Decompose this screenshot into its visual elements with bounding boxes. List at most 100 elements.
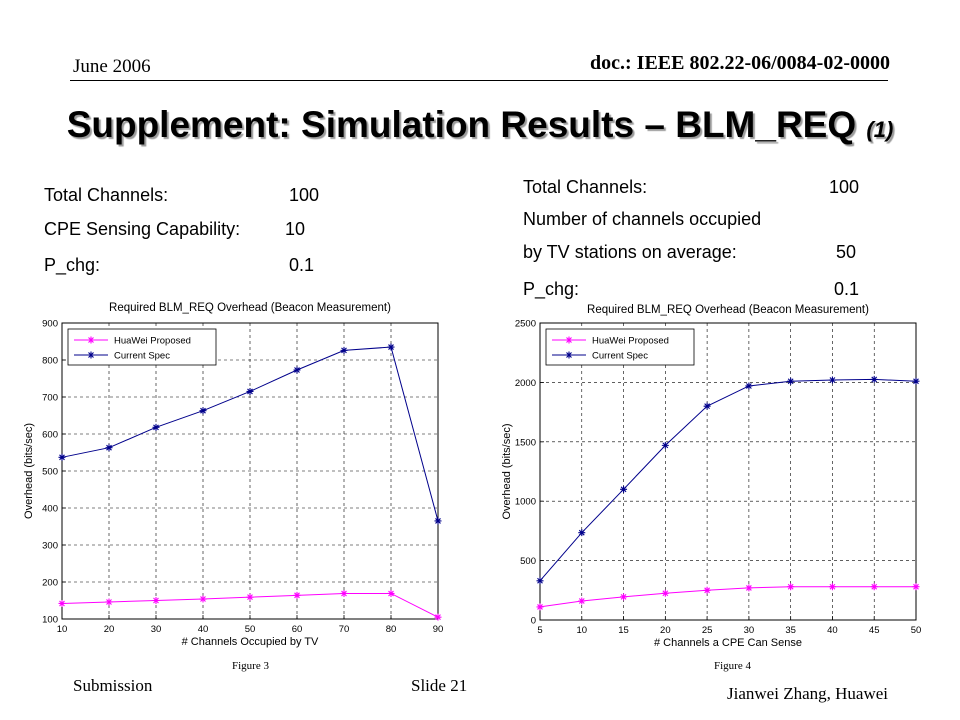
y-tick-label: 2500 <box>515 319 536 330</box>
header-date: June 2006 <box>73 56 151 77</box>
data-point-marker <box>340 346 348 354</box>
x-tick-label: 50 <box>911 625 922 636</box>
y-tick-label: 500 <box>42 467 58 478</box>
right-param-value: 0.1 <box>834 279 860 299</box>
plot-frame <box>539 322 917 621</box>
right-param-label: by TV stations on average: <box>523 242 737 262</box>
legend-box <box>67 328 217 366</box>
y-tick-label: 600 <box>42 430 58 441</box>
data-point-marker <box>199 595 207 603</box>
data-point-marker <box>246 593 254 601</box>
x-tick-label: 5 <box>537 625 542 636</box>
y-tick-label: 400 <box>42 504 58 515</box>
data-point-marker <box>870 375 878 383</box>
y-tick-label: 900 <box>42 319 58 330</box>
y-tick-label: 800 <box>42 356 58 367</box>
right-param-value: 100 <box>829 177 860 197</box>
data-point-marker <box>703 402 711 410</box>
right-param-value: 50 <box>836 242 857 262</box>
data-point-marker <box>745 584 753 592</box>
series-line <box>539 586 916 608</box>
data-point-marker <box>58 599 66 607</box>
chart-title: Required BLM_REQ Overhead (Beacon Measur… <box>109 302 391 314</box>
right-param-label: P_chg: <box>523 279 580 299</box>
x-axis-label: # Channels Occupied by TV <box>182 636 319 648</box>
data-point-marker <box>828 583 836 591</box>
chart-title: Required BLM_REQ Overhead (Beacon Measur… <box>587 304 869 316</box>
y-tick-label: 2000 <box>515 378 536 389</box>
data-point-marker <box>620 485 628 493</box>
y-tick-label: 1000 <box>515 497 536 508</box>
x-tick-label: 15 <box>618 625 629 636</box>
data-point-marker <box>246 387 254 395</box>
data-point-marker <box>434 517 442 525</box>
legend-label: HuaWei Proposed <box>592 336 669 347</box>
data-point-marker <box>787 377 795 385</box>
y-tick-label: 200 <box>42 578 58 589</box>
y-tick-label: 1500 <box>515 437 536 448</box>
data-point-marker <box>387 343 395 351</box>
legend-box <box>545 328 695 366</box>
x-tick-label: 10 <box>57 624 68 635</box>
left-param-label: P_chg: <box>44 255 101 275</box>
data-point-marker <box>87 336 95 344</box>
y-axis-label: Overhead (bits/sec) <box>501 424 513 520</box>
overhead-vs-sense-channels-chart: 5 10 15 20 25 30 35 40 45 5005001000150020002500#… <box>501 319 922 650</box>
data-point-marker <box>870 583 878 591</box>
x-axis-label: # Channels a CPE Can Sense <box>654 637 802 649</box>
y-axis-label: Overhead (bits/sec) <box>23 423 35 519</box>
x-tick-label: 20 <box>104 624 115 635</box>
left-param-label: Total Channels: <box>44 185 169 205</box>
y-tick-label: 500 <box>520 556 536 567</box>
plot-area <box>540 323 916 620</box>
data-point-marker <box>620 593 628 601</box>
data-point-marker <box>387 589 395 597</box>
x-tick-label: 40 <box>827 625 838 636</box>
x-tick-label: 25 <box>702 625 713 636</box>
x-tick-label: 70 <box>339 624 350 635</box>
left-param-label: CPE Sensing Capability: <box>44 219 241 239</box>
figure-label: Figure 4 <box>714 660 751 672</box>
data-point-marker <box>828 376 836 384</box>
slide-title-main: Supplement: Simulation Results – BLM_REQ <box>66 104 867 145</box>
y-tick-label: 100 <box>42 615 58 626</box>
overhead-vs-tv-channels-chart: 10 20 30 40 50 60 70 80 90 100 200 300 400 500 600 700 8… <box>23 319 444 649</box>
x-tick-label: 80 <box>386 624 397 635</box>
data-point-marker <box>661 589 669 597</box>
data-point-marker <box>293 366 301 374</box>
header-rule <box>70 80 888 81</box>
x-tick-label: 35 <box>785 625 796 636</box>
footer-slide-number: Slide 21 <box>411 676 468 695</box>
data-point-marker <box>340 589 348 597</box>
x-tick-label: 20 <box>660 625 671 636</box>
y-tick-label: 700 <box>42 393 58 404</box>
x-tick-label: 90 <box>433 624 444 635</box>
data-point-marker <box>87 351 95 359</box>
data-point-marker <box>58 453 66 461</box>
data-point-marker <box>105 444 113 452</box>
footer-submission: Submission <box>73 676 153 695</box>
data-point-marker <box>293 591 301 599</box>
left-param-value: 10 <box>285 219 306 239</box>
data-point-marker <box>105 598 113 606</box>
data-point-marker <box>661 441 669 449</box>
slide-title-suffix: (1) <box>866 117 894 142</box>
y-tick-label: 300 <box>42 541 58 552</box>
data-point-marker <box>578 597 586 605</box>
left-param-value: 0.1 <box>289 255 315 275</box>
data-point-marker <box>745 382 753 390</box>
data-point-marker <box>703 586 711 594</box>
data-point-marker <box>199 407 207 415</box>
y-tick-label: 0 <box>531 616 536 627</box>
header-doc-id: doc.: IEEE 802.22-06/0084-02-0000 <box>590 52 890 74</box>
left-param-value: 100 <box>289 185 320 205</box>
data-point-marker <box>912 583 920 591</box>
data-point-marker <box>565 336 573 344</box>
x-tick-label: 60 <box>292 624 303 635</box>
data-point-marker <box>787 583 795 591</box>
data-point-marker <box>536 577 544 585</box>
legend-label: Current Spec <box>592 351 648 362</box>
figure-label: Figure 3 <box>232 660 269 672</box>
data-point-marker <box>152 597 160 604</box>
data-point-marker <box>434 613 442 621</box>
